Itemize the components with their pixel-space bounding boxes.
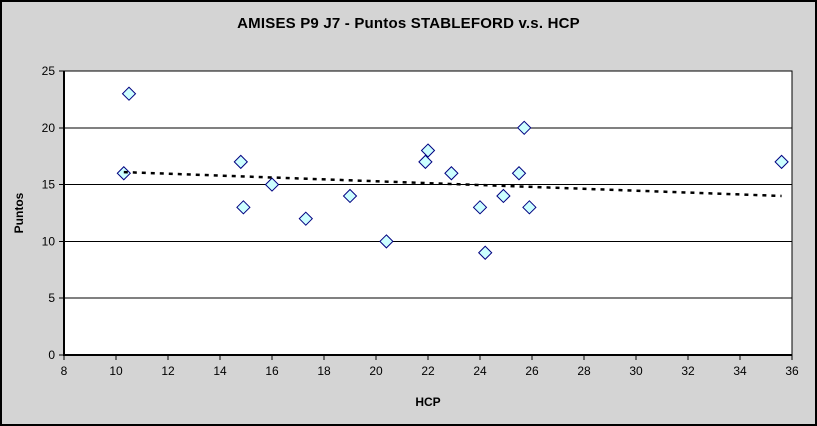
- x-tick-label: 14: [213, 364, 227, 378]
- x-tick-label: 36: [785, 364, 799, 378]
- data-point-marker: [418, 154, 433, 170]
- data-point-marker: [444, 166, 459, 181]
- data-point-marker: [472, 200, 488, 215]
- x-tick-label: 24: [473, 364, 487, 378]
- x-tick-label: 34: [733, 364, 747, 378]
- trendline: [123, 170, 782, 198]
- data-point-marker: [379, 234, 394, 249]
- data-point-marker: [233, 154, 249, 170]
- data-point-marker: [511, 166, 527, 181]
- data-point-marker: [236, 200, 251, 215]
- plot-background: [63, 70, 793, 356]
- data-point-marker: [298, 211, 314, 226]
- y-tick-label: 25: [42, 64, 56, 78]
- y-tick-label: 5: [48, 291, 55, 305]
- y-tick-label: 15: [42, 178, 56, 192]
- data-point-marker: [420, 143, 436, 158]
- x-tick-label: 18: [317, 364, 331, 378]
- x-tick-label: 10: [109, 364, 123, 378]
- data-point-marker: [121, 86, 137, 101]
- data-point-marker: [522, 200, 537, 215]
- data-point-marker: [774, 154, 789, 170]
- y-tick-label: 0: [48, 348, 55, 362]
- x-tick-label: 26: [525, 364, 539, 378]
- y-tick-label: 10: [42, 234, 56, 248]
- data-point-marker: [516, 120, 532, 136]
- data-point-marker: [496, 188, 511, 204]
- x-tick-label: 32: [681, 364, 695, 378]
- y-tick-label: 20: [42, 121, 56, 135]
- x-tick-label: 20: [369, 364, 383, 378]
- x-tick-label: 8: [61, 364, 68, 378]
- chart-title: AMISES P9 J7 - Puntos STABLEFORD v.s. HC…: [237, 15, 580, 32]
- x-tick-label: 16: [265, 364, 279, 378]
- data-point-marker: [477, 245, 493, 260]
- x-tick-label: 30: [629, 364, 643, 378]
- x-tick-label: 22: [421, 364, 435, 378]
- data-point-marker: [264, 177, 280, 192]
- data-point-marker: [342, 188, 358, 204]
- x-tick-label: 28: [577, 364, 591, 378]
- x-tick-label: 12: [161, 364, 175, 378]
- x-axis-title: HCP: [415, 395, 441, 409]
- y-axis-title: Puntos: [12, 192, 26, 234]
